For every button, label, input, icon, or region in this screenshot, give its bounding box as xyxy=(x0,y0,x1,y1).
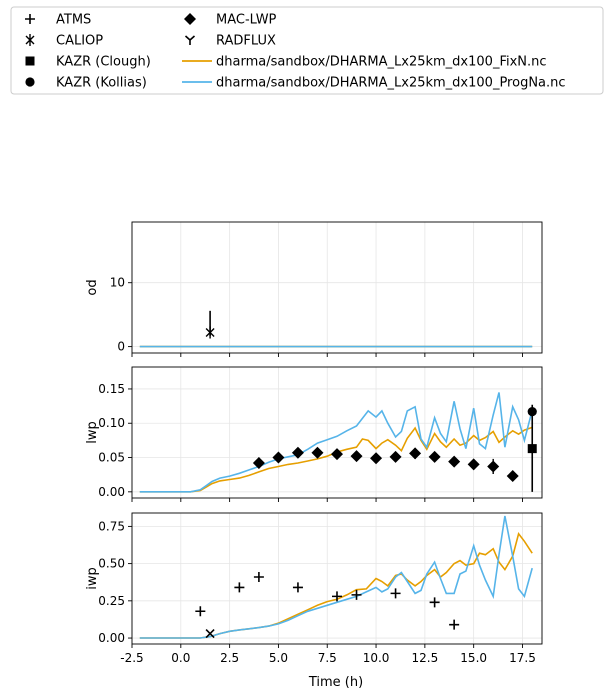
y-tick-label: 0.15 xyxy=(98,382,125,396)
series-line xyxy=(139,515,533,639)
legend-entry: KAZR (Kollias) xyxy=(25,76,147,91)
y-axis-label: od xyxy=(85,279,100,295)
legend-label: MAC-LWP xyxy=(216,13,277,28)
y-tick-label: 0.10 xyxy=(98,416,125,430)
legend-entry: dharma/sandbox/DHARMA_Lx25km_dx100_FixN.… xyxy=(182,55,547,70)
obs-point-MAC-LWP xyxy=(311,446,324,459)
x-tick-label: 7.5 xyxy=(318,651,337,665)
legend-label: RADFLUX xyxy=(216,34,276,49)
obs-point-CALIOP xyxy=(205,326,215,339)
legend-marker-tri-down xyxy=(184,35,196,45)
panel-od: 0 10 od xyxy=(85,221,543,357)
obs-point-ATMS xyxy=(234,582,245,593)
grid xyxy=(131,222,542,353)
legend-marker-diamond xyxy=(184,13,196,25)
obs-point-ATMS xyxy=(195,606,206,617)
legend-entry: RADFLUX xyxy=(184,34,276,49)
grid xyxy=(131,513,542,644)
obs-point-ATMS xyxy=(351,589,362,600)
legend-marker-plus xyxy=(25,14,35,24)
legend: ATMS CALIOP KAZR (Clough) KAZR (Kollias) MAC… xyxy=(10,6,604,95)
y-tick-label: 0.05 xyxy=(98,451,125,465)
y-axis-label: iwp xyxy=(85,567,100,590)
obs-point-MAC-LWP xyxy=(331,448,343,461)
obs-point-MAC-LWP xyxy=(506,470,519,483)
obs-point-MAC-LWP xyxy=(350,450,363,463)
legend-entry: ATMS xyxy=(25,13,91,28)
x-tick-label: 15.0 xyxy=(460,651,487,665)
x-tick-label: 0.0 xyxy=(171,651,190,665)
obs-point-MAC-LWP xyxy=(291,446,304,459)
axes-frame xyxy=(131,221,543,354)
obs-point-MAC-LWP xyxy=(272,451,285,464)
obs-point-MAC-LWP xyxy=(428,450,441,463)
obs-point-MAC-LWP xyxy=(467,458,480,471)
obs-point-ATMS xyxy=(390,588,401,599)
series-line xyxy=(139,392,533,493)
y-tick-label: 0.00 xyxy=(98,485,125,499)
y-axis-label: lwp xyxy=(85,421,100,444)
obs-point-MAC-LWP xyxy=(252,457,265,470)
legend-label: dharma/sandbox/DHARMA_Lx25km_dx100_FixN.… xyxy=(216,55,547,70)
legend-label: ATMS xyxy=(56,13,91,28)
legend-marker-square xyxy=(25,56,35,66)
legend-entry: MAC-LWP xyxy=(184,13,277,28)
obs-point-ATMS xyxy=(449,619,460,630)
x-tick-label: -2.5 xyxy=(120,651,143,665)
x-tick-label: 17.5 xyxy=(509,651,536,665)
obs-point-MAC-LWP xyxy=(389,450,402,463)
axes-frame xyxy=(131,366,543,499)
x-axis-label: Time (h) xyxy=(308,675,363,690)
legend-label: CALIOP xyxy=(56,34,103,49)
x-tick-label: 5.0 xyxy=(269,651,288,665)
legend-marker-circle xyxy=(25,77,35,87)
obs-point-MAC-LWP xyxy=(487,460,500,473)
legend-entry: KAZR (Clough) xyxy=(25,55,151,70)
obs-point-MAC-LWP xyxy=(448,455,461,468)
panel-iwp: -2.5 0.0 2.5 5.0 7.5 10.0 12.5 15.0 17.5 0.00 0.25… xyxy=(85,512,543,665)
grid xyxy=(131,367,542,498)
obs-point-ATMS xyxy=(292,582,303,593)
x-tick-label: 2.5 xyxy=(220,651,239,665)
y-tick-label: 0.25 xyxy=(98,594,125,608)
legend-label: KAZR (Kollias) xyxy=(56,76,147,91)
legend-label: KAZR (Clough) xyxy=(56,55,151,70)
series-line xyxy=(139,426,533,493)
y-tick-label: 0.00 xyxy=(98,631,125,645)
axes-frame xyxy=(131,512,543,645)
y-tick-label: 0.75 xyxy=(98,519,125,533)
legend-entry: dharma/sandbox/DHARMA_Lx25km_dx100_ProgN… xyxy=(182,76,566,91)
x-tick-label: 10.0 xyxy=(363,651,390,665)
legend-entry: CALIOP xyxy=(25,34,103,49)
obs-point-KAZR (Kollias) xyxy=(527,406,537,417)
y-tick-label: 0 xyxy=(117,340,125,354)
obs-point-ATMS xyxy=(253,572,264,583)
y-tick-label: 0.50 xyxy=(98,557,125,571)
obs-point-MAC-LWP xyxy=(409,447,422,460)
obs-point-MAC-LWP xyxy=(370,452,383,465)
legend-marker-x-bar xyxy=(25,34,35,46)
panel-lwp: 0.00 0.05 0.10 0.15 lwp xyxy=(85,366,543,502)
obs-point-CALIOP xyxy=(205,629,215,639)
legend-frame xyxy=(10,6,604,95)
y-tick-label: 10 xyxy=(110,276,125,290)
obs-point-ATMS xyxy=(429,597,440,608)
obs-point-ATMS xyxy=(332,591,342,602)
obs-point-KAZR (Clough) xyxy=(527,444,537,454)
legend-label: dharma/sandbox/DHARMA_Lx25km_dx100_ProgN… xyxy=(216,76,566,91)
x-tick-label: 12.5 xyxy=(411,651,438,665)
